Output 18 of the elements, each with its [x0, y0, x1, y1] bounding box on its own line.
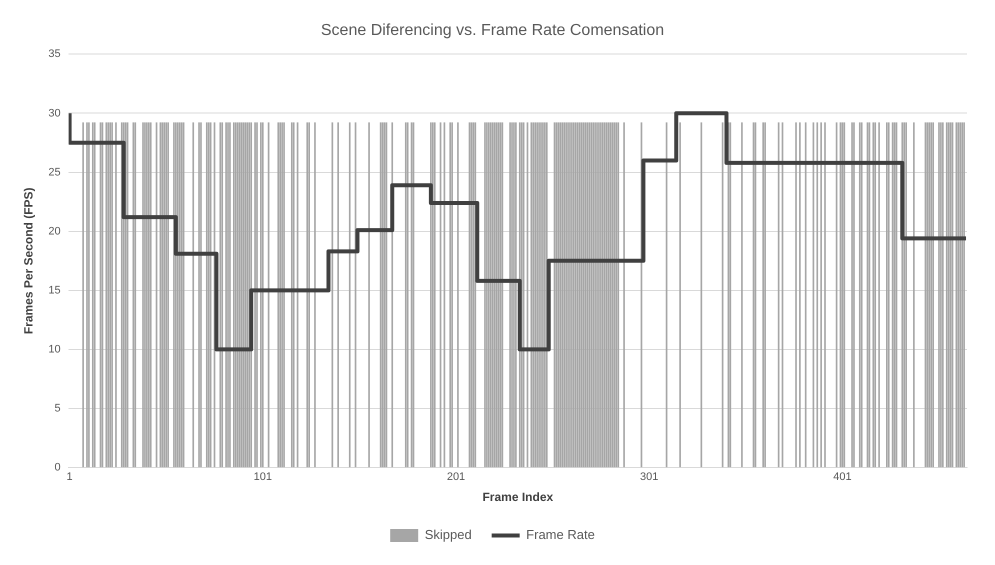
x-tick-label: 401 [833, 471, 852, 484]
y-tick-label: 20 [48, 225, 61, 238]
legend-label: Frame Rate [526, 527, 595, 542]
x-tick-label: 101 [254, 471, 272, 484]
x-tick-label: 201 [446, 471, 466, 484]
y-tick-label: 25 [48, 166, 61, 178]
x-tick-label: 1 [66, 471, 73, 484]
chart-title: Scene Diferencing vs. Frame Rate Comensation [320, 22, 664, 40]
y-tick-label: 10 [48, 343, 61, 356]
y-tick-label: 15 [48, 284, 61, 296]
y-tick-label: 35 [48, 48, 61, 60]
y-tick-label: 0 [54, 461, 61, 474]
legend-label: Skipped [424, 527, 472, 542]
y-tick-label: 30 [48, 107, 61, 120]
x-axis-title: Frame Index [482, 490, 554, 504]
y-tick-label: 5 [54, 402, 61, 414]
y-axis-title: Frames Per Second (FPS) [22, 187, 36, 334]
x-tick-label: 301 [640, 471, 658, 484]
